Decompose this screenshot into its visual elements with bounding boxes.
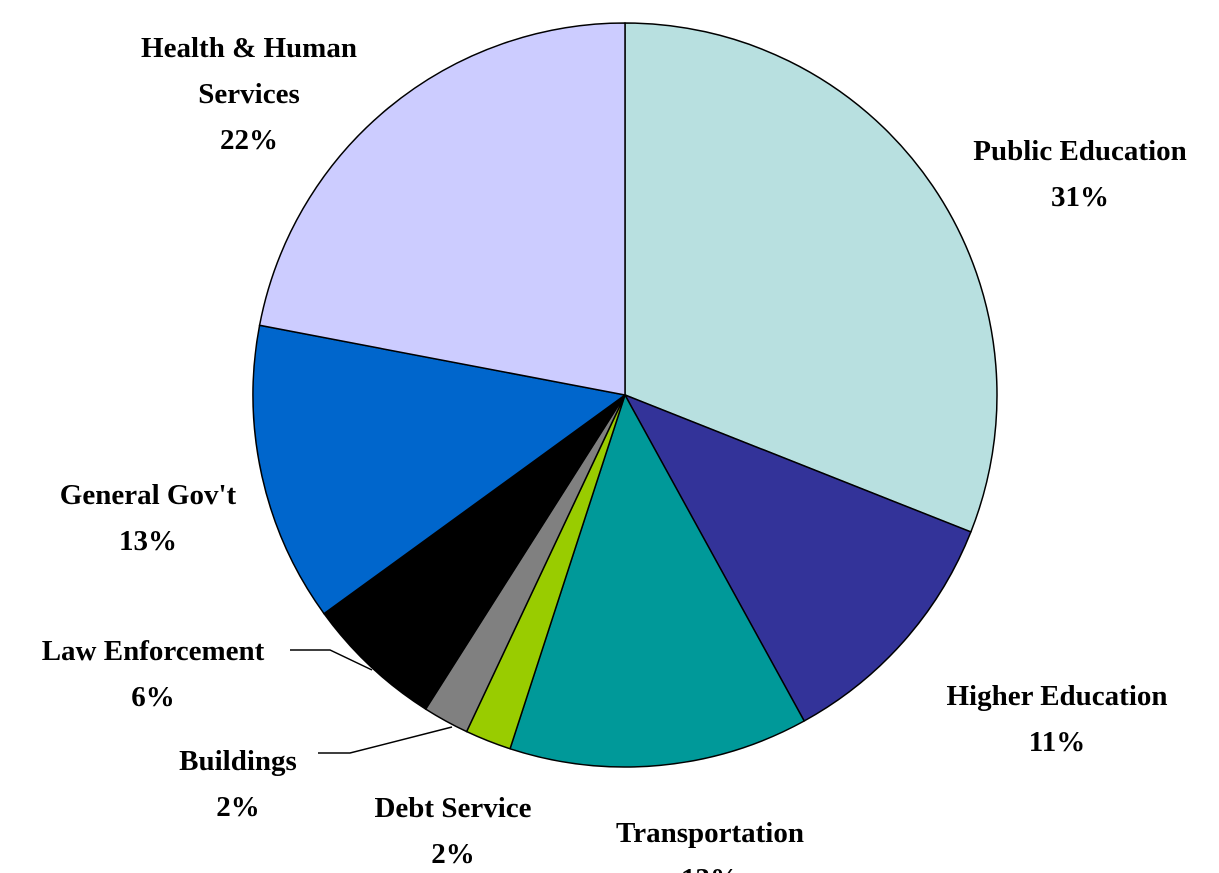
slice-label: Health & Human Services 22% [104,25,394,163]
value-label: 13% [118,525,177,557]
slice-label: Transportation 13% [616,810,804,873]
category-label: Debt Service [374,792,532,824]
value-label: 31% [1051,181,1109,213]
category-label: Public Education [973,135,1187,167]
value-label: 6% [131,681,175,713]
value-label: 11% [1028,726,1086,758]
pie-slice [322,394,626,711]
category-label: Higher Education [946,680,1168,712]
value-label: 2% [216,791,260,823]
leader-line [290,649,373,671]
slice-label: Law Enforcement 6% [42,628,265,720]
slice-label: Debt Service 2% [374,785,531,873]
category-label: Transportation [616,817,804,849]
value-label: 13% [616,856,804,873]
leader-line [318,726,453,754]
slice-label: General Gov't 13% [60,472,236,564]
pie-slice [258,22,626,396]
pie-slice [509,393,806,768]
slice-label: Higher Education 11% [946,673,1167,765]
category-label: Law Enforcement [41,635,265,667]
slice-label: Buildings 2% [179,738,297,830]
value-label: 2% [431,838,475,870]
category-label: Health & Human Services [141,32,357,110]
slice-label: Public Education 31% [973,128,1187,220]
pie-slice [623,393,972,723]
value-label: 22% [220,124,278,156]
category-label: General Gov't [59,479,237,511]
pie-slice [624,22,998,533]
category-label: Buildings [179,745,297,777]
pie-slice [252,324,627,615]
